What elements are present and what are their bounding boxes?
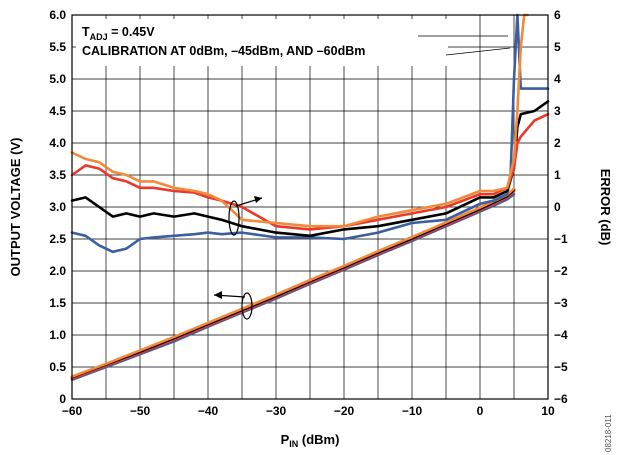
y-right-tick-labels: −6 −5 −4 −3 −2 −1 0 1 2 3 4 5 6 bbox=[554, 8, 568, 406]
y-left-tick-label: 4.5 bbox=[49, 104, 66, 118]
y-right-tick-label: −2 bbox=[554, 264, 568, 278]
y-left-tick-label: 5.5 bbox=[49, 40, 66, 54]
voltage-curve-arrowhead bbox=[214, 291, 222, 299]
y-right-tick-label: −6 bbox=[554, 392, 568, 406]
y-left-tick-label: 1.5 bbox=[49, 296, 66, 310]
x-axis-title-main: P bbox=[281, 432, 290, 447]
y-left-tick-label: 2.0 bbox=[49, 264, 66, 278]
error-curve-arrowhead bbox=[254, 196, 262, 203]
error-series-line bbox=[70, 112, 550, 231]
annotation-leader-2 bbox=[445, 47, 511, 56]
y-right-tick-label: 4 bbox=[554, 72, 561, 86]
y-right-tick-label: −5 bbox=[554, 360, 568, 374]
y-right-tick-label: −3 bbox=[554, 296, 568, 310]
annotation-tadj-sub: ADJ bbox=[90, 32, 108, 42]
voltage-curve-marker-ellipse bbox=[241, 292, 253, 320]
y-left-tick-label: 2.5 bbox=[49, 232, 66, 246]
x-tick-label: 10 bbox=[541, 404, 555, 418]
annotation-line1: TADJ = 0.45V bbox=[82, 25, 155, 42]
x-tick-label: −50 bbox=[130, 404, 151, 418]
series-layer bbox=[70, 13, 550, 382]
x-tick-labels: −60 −50 −40 −30 −20 −10 0 10 bbox=[62, 404, 555, 418]
error-curve-marker-ellipse bbox=[228, 200, 240, 236]
x-tick-label: 0 bbox=[477, 404, 484, 418]
output-voltage-series-line bbox=[70, 187, 516, 378]
x-tick-label: −20 bbox=[334, 404, 355, 418]
annotation-tadj-value: = 0.45V bbox=[108, 25, 156, 39]
x-axis-title: PIN (dBm) bbox=[281, 432, 340, 449]
y-left-tick-label: 0.5 bbox=[49, 360, 66, 374]
annotation-line2: CALIBRATION AT 0dBm, –45dBm, AND –60dBm bbox=[82, 44, 365, 58]
y-left-axis-title: OUTPUT VOLTAGE (V) bbox=[8, 138, 23, 277]
x-axis-title-sub: IN bbox=[289, 439, 298, 449]
y-right-tick-label: 6 bbox=[554, 8, 561, 22]
y-left-tick-label: 3.0 bbox=[49, 200, 66, 214]
y-left-tick-label: 5.0 bbox=[49, 72, 66, 86]
y-left-tick-labels: 0 0.5 1.0 1.5 2.0 2.5 3.0 3.5 4.0 4.5 5.0 5.5 6.0 bbox=[49, 8, 66, 406]
y-left-tick-label: 4.0 bbox=[49, 136, 66, 150]
y-left-tick-label: 6.0 bbox=[49, 8, 66, 22]
figure-id: 08218-011 bbox=[604, 414, 613, 452]
y-left-tick-label: 1.0 bbox=[49, 328, 66, 342]
x-tick-label: −40 bbox=[198, 404, 219, 418]
plot-frame bbox=[71, 14, 549, 400]
y-right-tick-label: 2 bbox=[554, 136, 561, 150]
y-right-tick-label: 5 bbox=[554, 40, 561, 54]
y-left-tick-label: 0 bbox=[59, 392, 66, 406]
y-right-tick-label: 0 bbox=[554, 200, 561, 214]
x-tick-label: −60 bbox=[62, 404, 83, 418]
annotation-tadj-main: T bbox=[82, 25, 90, 39]
y-right-axis-title: ERROR (dB) bbox=[598, 169, 613, 246]
x-tick-label: −10 bbox=[402, 404, 423, 418]
x-axis-title-unit: (dBm) bbox=[298, 432, 339, 447]
x-tick-label: −30 bbox=[266, 404, 287, 418]
y-right-tick-label: −4 bbox=[554, 328, 568, 342]
y-left-tick-label: 3.5 bbox=[49, 168, 66, 182]
y-right-tick-label: 3 bbox=[554, 104, 561, 118]
annotation-box bbox=[76, 19, 448, 66]
y-right-tick-label: −1 bbox=[554, 232, 568, 246]
error-series-line bbox=[70, 13, 529, 228]
y-right-tick-label: 1 bbox=[554, 168, 561, 182]
